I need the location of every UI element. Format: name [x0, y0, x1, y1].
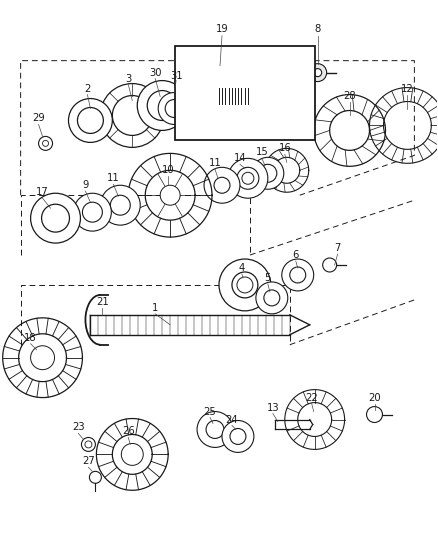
Circle shape — [183, 84, 207, 108]
Text: 5: 5 — [265, 273, 271, 283]
Circle shape — [197, 411, 233, 447]
Circle shape — [42, 204, 70, 232]
Bar — [175, 46, 314, 140]
Circle shape — [189, 90, 201, 101]
Text: 22: 22 — [305, 393, 318, 402]
Text: 9: 9 — [82, 180, 88, 190]
Circle shape — [256, 282, 288, 314]
Circle shape — [222, 421, 254, 453]
Text: 14: 14 — [233, 154, 246, 163]
Circle shape — [85, 441, 92, 448]
Text: 10: 10 — [162, 165, 174, 175]
Circle shape — [252, 157, 284, 189]
Text: 11: 11 — [107, 173, 120, 183]
Text: 3: 3 — [125, 74, 131, 84]
Circle shape — [89, 471, 101, 483]
Circle shape — [31, 346, 54, 370]
Circle shape — [230, 429, 246, 445]
Circle shape — [100, 84, 164, 148]
Text: 2: 2 — [84, 84, 91, 94]
Text: 16: 16 — [279, 143, 291, 154]
Circle shape — [74, 193, 111, 231]
Text: 29: 29 — [32, 114, 45, 124]
Text: 17: 17 — [36, 187, 49, 197]
Circle shape — [282, 259, 314, 291]
Circle shape — [165, 100, 183, 117]
Text: 30: 30 — [149, 68, 162, 78]
Circle shape — [259, 164, 277, 182]
Text: 13: 13 — [266, 402, 279, 413]
Circle shape — [204, 167, 240, 203]
Text: 27: 27 — [82, 456, 95, 466]
Circle shape — [137, 80, 187, 131]
Circle shape — [314, 69, 321, 77]
Circle shape — [112, 95, 152, 135]
Circle shape — [232, 272, 258, 298]
Text: 23: 23 — [72, 423, 85, 432]
Circle shape — [323, 258, 337, 272]
Circle shape — [206, 421, 224, 439]
Circle shape — [42, 140, 49, 147]
Text: 1: 1 — [152, 303, 159, 313]
Circle shape — [264, 290, 280, 306]
Circle shape — [147, 91, 177, 120]
Circle shape — [290, 267, 306, 283]
Text: 8: 8 — [314, 24, 321, 34]
Text: 6: 6 — [293, 250, 299, 260]
Text: 25: 25 — [204, 407, 216, 416]
Text: 11: 11 — [208, 158, 221, 168]
Text: 18: 18 — [24, 333, 37, 343]
Circle shape — [100, 185, 140, 225]
Circle shape — [158, 93, 190, 124]
Circle shape — [39, 136, 53, 150]
Text: 20: 20 — [368, 393, 381, 402]
Text: 19: 19 — [215, 24, 228, 34]
Circle shape — [237, 277, 253, 293]
Text: 26: 26 — [122, 426, 134, 437]
Circle shape — [160, 185, 180, 205]
Circle shape — [31, 193, 81, 243]
Text: 12: 12 — [401, 84, 414, 94]
Circle shape — [68, 99, 112, 142]
Text: 4: 4 — [239, 263, 245, 273]
Text: 15: 15 — [255, 147, 268, 157]
Text: 28: 28 — [343, 91, 356, 101]
Circle shape — [309, 63, 327, 82]
Circle shape — [78, 108, 103, 133]
Text: 24: 24 — [226, 415, 238, 424]
Circle shape — [367, 407, 382, 423]
Circle shape — [121, 443, 143, 465]
Circle shape — [110, 195, 130, 215]
Text: 21: 21 — [96, 297, 109, 307]
Circle shape — [237, 167, 259, 189]
Circle shape — [219, 259, 271, 311]
Circle shape — [214, 177, 230, 193]
Circle shape — [242, 172, 254, 184]
Text: 31: 31 — [170, 70, 183, 80]
Circle shape — [81, 438, 95, 451]
Text: 7: 7 — [335, 243, 341, 253]
Circle shape — [82, 202, 102, 222]
Circle shape — [228, 158, 268, 198]
